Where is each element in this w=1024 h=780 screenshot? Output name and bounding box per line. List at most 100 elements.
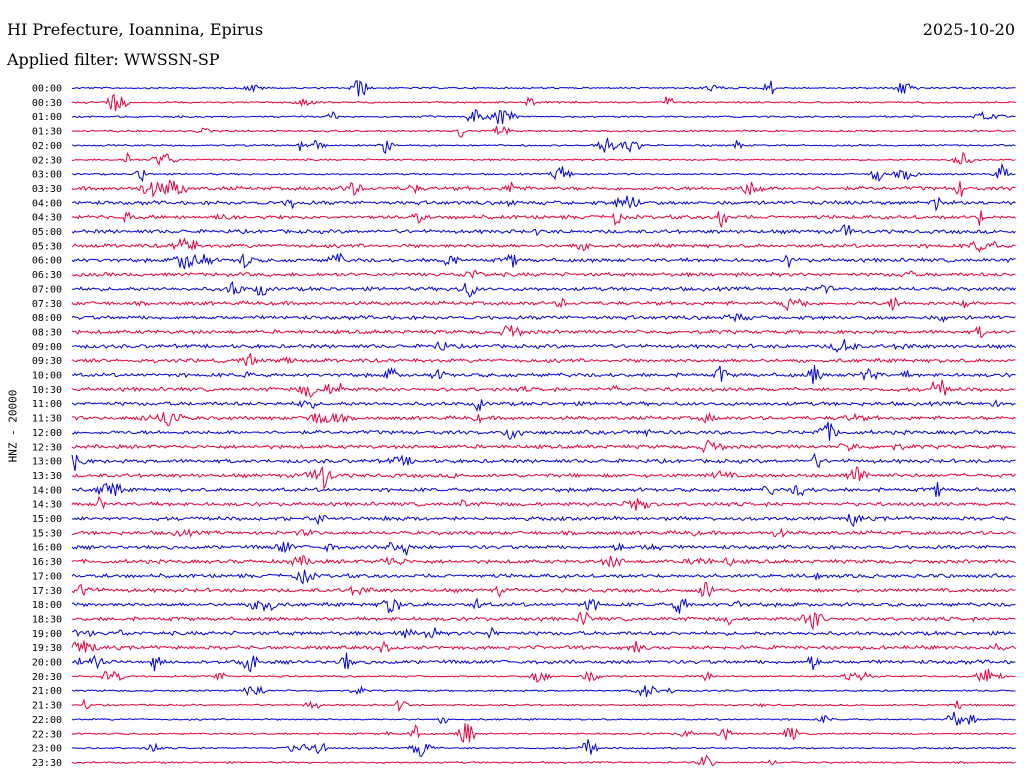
row-time-label: 06:30 bbox=[32, 270, 62, 281]
row-time-label: 06:00 bbox=[32, 256, 62, 267]
seismic-trace-line bbox=[71, 411, 1016, 427]
seismic-trace-line bbox=[71, 527, 1016, 538]
row-time-label: 20:00 bbox=[32, 658, 62, 669]
seismic-trace-line bbox=[71, 754, 1016, 767]
seismic-trace-line bbox=[71, 685, 1016, 698]
seismic-trace-line bbox=[71, 151, 1016, 166]
seismic-trace-line bbox=[71, 482, 1016, 497]
row-time-label: 12:30 bbox=[32, 442, 62, 453]
row-time-label: 13:30 bbox=[32, 471, 62, 482]
station-title: HI Prefecture, Ioannina, Epirus bbox=[7, 20, 264, 39]
row-time-label: 02:00 bbox=[32, 141, 62, 152]
row-time-label: 19:30 bbox=[32, 643, 62, 654]
row-time-label: 15:00 bbox=[32, 514, 62, 525]
row-time-label: 04:00 bbox=[32, 198, 62, 209]
seismic-trace-line bbox=[71, 137, 1016, 155]
row-time-label: 22:30 bbox=[32, 729, 62, 740]
row-time-label: 08:00 bbox=[32, 313, 62, 324]
row-time-label: 00:00 bbox=[32, 84, 62, 95]
seismic-trace-line bbox=[71, 325, 1016, 339]
seismic-trace-line bbox=[71, 668, 1016, 683]
row-time-label: 22:00 bbox=[32, 715, 62, 726]
row-time-label: 11:30 bbox=[32, 414, 62, 425]
seismic-trace-line bbox=[71, 597, 1016, 614]
seismic-trace-line bbox=[71, 555, 1016, 569]
row-time-label: 05:30 bbox=[32, 241, 62, 252]
seismic-trace-line bbox=[71, 269, 1016, 280]
seismic-trace-line bbox=[71, 652, 1016, 673]
seismic-trace-line bbox=[71, 711, 1016, 726]
row-time-label: 08:30 bbox=[32, 327, 62, 338]
seismic-trace-line bbox=[71, 640, 1016, 654]
row-time-label: 07:00 bbox=[32, 284, 62, 295]
seismic-trace-line bbox=[72, 611, 1016, 631]
row-time-label: 23:30 bbox=[32, 758, 62, 769]
seismic-trace-line bbox=[71, 353, 1016, 367]
seismic-trace-line bbox=[71, 179, 1016, 199]
seismic-trace-line bbox=[71, 339, 1016, 354]
seismic-trace-line bbox=[71, 162, 1016, 183]
row-time-label: 19:00 bbox=[32, 629, 62, 640]
row-time-label: 02:30 bbox=[32, 155, 62, 166]
row-time-label: 14:30 bbox=[32, 500, 62, 511]
row-time-label: 09:00 bbox=[32, 342, 62, 353]
seismic-trace-line bbox=[71, 452, 1016, 471]
filter-label: Applied filter: WWSSN-SP bbox=[7, 50, 220, 69]
row-time-label: 07:30 bbox=[32, 299, 62, 310]
seismic-trace-line bbox=[71, 296, 1016, 312]
row-time-label: 01:00 bbox=[32, 112, 62, 123]
seismic-trace-line bbox=[71, 195, 1016, 212]
row-time-label: 17:00 bbox=[32, 571, 62, 582]
seismic-trace-line bbox=[71, 125, 1016, 138]
date-label: 2025-10-20 bbox=[922, 20, 1015, 39]
row-time-label: 14:00 bbox=[32, 485, 62, 496]
row-time-label: 17:30 bbox=[32, 586, 62, 597]
row-time-label: 09:30 bbox=[32, 356, 62, 367]
seismic-trace-line bbox=[71, 496, 1016, 511]
row-time-label: 21:30 bbox=[32, 701, 62, 712]
row-time-label: 01:30 bbox=[32, 127, 62, 138]
row-time-label: 10:00 bbox=[32, 371, 62, 382]
seismic-trace-line bbox=[71, 312, 1016, 324]
row-time-label: 16:30 bbox=[32, 557, 62, 568]
seismic-trace-line bbox=[71, 569, 1016, 585]
seismic-trace-line bbox=[71, 379, 1016, 399]
row-time-label: 03:00 bbox=[32, 170, 62, 181]
row-time-label: 16:00 bbox=[32, 543, 62, 554]
seismic-trace-line bbox=[71, 582, 1016, 598]
row-time-label: 20:30 bbox=[32, 672, 62, 683]
seismic-trace-line bbox=[71, 224, 1016, 237]
seismic-trace-line bbox=[71, 280, 1016, 298]
row-time-label: 04:30 bbox=[32, 213, 62, 224]
seismic-trace-line bbox=[71, 93, 1016, 112]
row-time-label: 00:30 bbox=[32, 98, 62, 109]
seismic-trace-line bbox=[71, 465, 1016, 491]
row-time-label: 11:00 bbox=[32, 399, 62, 410]
seismic-trace-line bbox=[71, 421, 1016, 441]
row-time-label: 12:00 bbox=[32, 428, 62, 439]
seismic-trace-line bbox=[71, 698, 1016, 713]
row-time-label: 21:00 bbox=[32, 686, 62, 697]
row-time-label: 23:00 bbox=[32, 744, 62, 755]
seismic-trace-line bbox=[71, 739, 1016, 757]
row-time-label: 18:00 bbox=[32, 600, 62, 611]
row-time-label: 05:00 bbox=[32, 227, 62, 238]
row-time-label: 18:30 bbox=[32, 614, 62, 625]
seismic-trace-line bbox=[71, 513, 1016, 528]
seismic-trace-line bbox=[71, 237, 1016, 254]
seismic-trace-line bbox=[71, 79, 1016, 97]
seismic-trace-line bbox=[71, 365, 1016, 385]
seismic-trace-line bbox=[71, 723, 1016, 743]
row-time-label: 10:30 bbox=[32, 385, 62, 396]
seismic-trace-line bbox=[71, 108, 1016, 125]
row-time-label: 13:00 bbox=[32, 457, 62, 468]
seismic-trace-line bbox=[71, 626, 1016, 639]
seismic-trace-line bbox=[71, 399, 1016, 412]
row-time-label: 15:30 bbox=[32, 528, 62, 539]
seismic-trace-line bbox=[71, 541, 1016, 556]
seismic-trace-line bbox=[71, 439, 1016, 454]
row-time-label: 03:30 bbox=[32, 184, 62, 195]
seismic-trace-line bbox=[71, 210, 1016, 228]
seismic-trace-line bbox=[71, 252, 1016, 270]
